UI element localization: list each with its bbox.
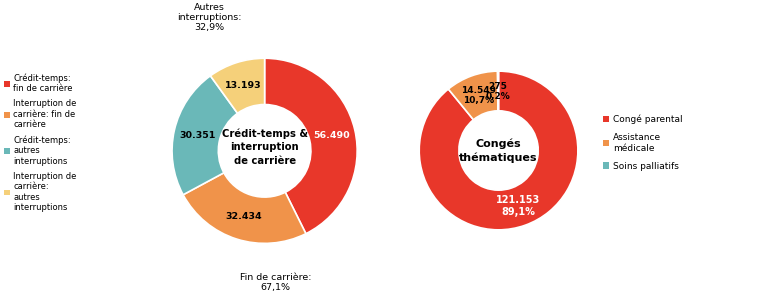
Text: 121.153
89,1%: 121.153 89,1% (496, 195, 541, 217)
Wedge shape (449, 71, 498, 120)
Text: Congés
thématiques: Congés thématiques (459, 138, 538, 163)
Text: 14.549
10,7%: 14.549 10,7% (461, 86, 496, 105)
Wedge shape (183, 173, 306, 243)
Text: Autres
interruptions:
32,9%: Autres interruptions: 32,9% (177, 3, 242, 32)
Text: 56.490: 56.490 (313, 131, 350, 140)
Text: 30.351: 30.351 (179, 131, 216, 140)
Text: 275
0,2%: 275 0,2% (486, 82, 511, 102)
Legend: Crédit-temps:
fin de carrière, Interruption de
carrière: fin de
carrière, Crédit: Crédit-temps: fin de carrière, Interrupt… (4, 73, 77, 212)
Text: Fin de carrière:
67,1%: Fin de carrière: 67,1% (240, 273, 311, 293)
Text: Crédit-temps &
interruption
de carrière: Crédit-temps & interruption de carrière (222, 128, 308, 166)
Text: 13.193: 13.193 (225, 81, 262, 90)
Wedge shape (265, 58, 357, 234)
Wedge shape (498, 71, 499, 111)
Text: 32.434: 32.434 (225, 211, 262, 221)
Wedge shape (172, 76, 238, 195)
Legend: Congé parental, Assistance
médicale, Soins palliatifs: Congé parental, Assistance médicale, Soi… (603, 115, 683, 170)
Wedge shape (420, 71, 578, 230)
Wedge shape (210, 58, 265, 113)
